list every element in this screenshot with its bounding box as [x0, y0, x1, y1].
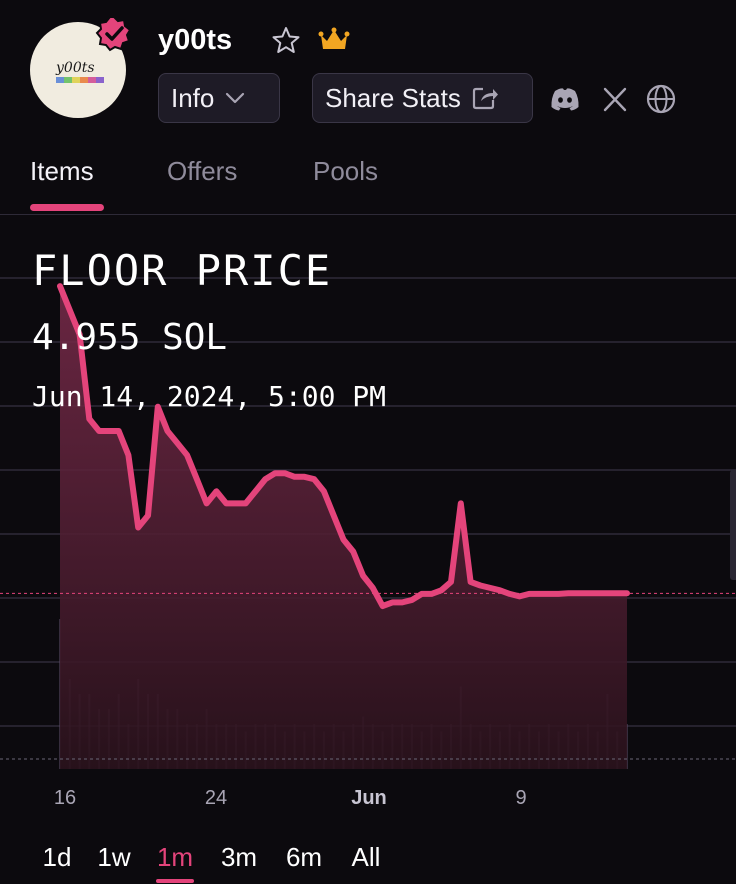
floor-price-date: Jun 14, 2024, 5:00 PM: [32, 380, 387, 413]
info-dropdown-button[interactable]: Info: [158, 73, 280, 123]
share-button-label: Share Stats: [325, 82, 461, 113]
x-axis-label: 24: [204, 787, 228, 809]
discord-icon[interactable]: [548, 83, 582, 115]
star-icon[interactable]: [270, 25, 302, 57]
floor-price-area: [60, 286, 627, 769]
floor-price-chart[interactable]: [0, 214, 736, 774]
chart-title: FLOOR PRICE: [32, 246, 333, 295]
active-range-indicator: [156, 879, 194, 883]
range-1d[interactable]: 1d: [42, 842, 72, 872]
time-range-selector: 1d 1w 1m 3m 6m All: [0, 842, 736, 884]
x-icon[interactable]: [598, 83, 632, 115]
scroll-handle[interactable]: [730, 470, 736, 580]
collection-name: y00ts: [158, 24, 233, 56]
floor-price-value: 4.955 SOL: [32, 317, 228, 358]
svg-text:y00ts: y00ts: [55, 60, 95, 76]
active-tab-indicator: [30, 204, 104, 211]
share-icon: [472, 87, 498, 110]
tab-bar: Items Offers Pools: [0, 140, 736, 215]
range-3m[interactable]: 3m: [220, 842, 258, 872]
verified-badge-icon: [95, 16, 132, 52]
share-stats-button[interactable]: Share Stats: [312, 73, 533, 123]
range-6m[interactable]: 6m: [285, 842, 323, 872]
tab-items[interactable]: Items: [30, 156, 94, 186]
x-axis-label: 16: [53, 787, 77, 809]
crown-icon: [318, 27, 350, 49]
range-all[interactable]: All: [351, 842, 381, 872]
globe-icon[interactable]: [644, 83, 678, 115]
range-1w[interactable]: 1w: [97, 842, 131, 872]
info-button-label: Info: [171, 82, 215, 113]
tab-offers[interactable]: Offers: [167, 156, 238, 186]
floor-price-line: [57, 283, 630, 609]
chevron-down-icon: [226, 92, 245, 104]
x-axis-label: 9: [515, 787, 527, 809]
y00ts-logo: y00ts: [55, 60, 104, 83]
tab-pools[interactable]: Pools: [313, 156, 379, 186]
range-1m[interactable]: 1m: [156, 842, 194, 872]
x-axis-label: Jun: [351, 787, 387, 809]
